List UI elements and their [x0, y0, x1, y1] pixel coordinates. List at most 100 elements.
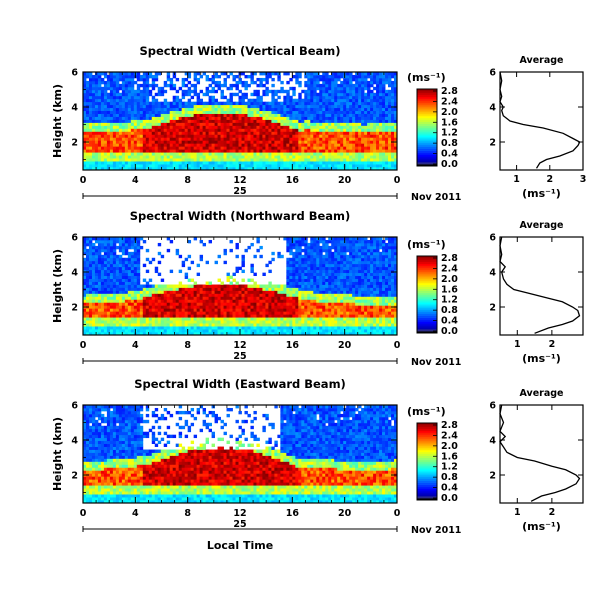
heatmap-cell	[112, 143, 117, 147]
heatmap-cell	[265, 311, 269, 315]
heatmap-cell	[289, 296, 293, 300]
heatmap-cell	[181, 167, 186, 171]
heatmap-cell	[217, 131, 221, 135]
heatmap-cell	[265, 143, 269, 147]
heatmap-cell	[382, 116, 386, 120]
heatmap-cell	[202, 134, 207, 138]
heatmap-cell	[253, 143, 257, 147]
heatmap-cell	[83, 116, 87, 120]
heatmap-cell	[304, 83, 308, 88]
heatmap-cell	[83, 125, 87, 129]
heatmap-cell	[226, 146, 230, 150]
heatmap-cell	[181, 149, 186, 153]
heatmap-cell	[88, 245, 93, 250]
heatmap-cell	[382, 152, 386, 156]
heatmap-cell	[121, 290, 126, 294]
heatmap-cell	[253, 110, 257, 114]
heatmap-cell	[367, 128, 371, 132]
heatmap-cell	[106, 284, 111, 288]
heatmap-cell	[139, 164, 144, 168]
heatmap-cell	[229, 161, 233, 165]
heatmap-cell	[367, 83, 371, 88]
heatmap-cell	[379, 74, 383, 79]
heatmap-cell	[265, 72, 269, 76]
heatmap-cell	[130, 92, 135, 97]
heatmap-cell	[124, 317, 129, 321]
heatmap-cell	[292, 251, 296, 256]
heatmap-cell	[115, 284, 120, 288]
heatmap-cell	[217, 140, 221, 144]
heatmap-cell	[214, 125, 218, 129]
heatmap-cell	[133, 242, 138, 247]
heatmap-cell	[151, 161, 156, 165]
heatmap-cell	[85, 293, 90, 297]
heatmap-cell	[331, 104, 335, 109]
heatmap-cell	[229, 116, 233, 120]
heatmap-cell	[88, 284, 93, 288]
heatmap-cell	[190, 158, 195, 162]
heatmap-cell	[232, 137, 236, 141]
heatmap-cell	[289, 101, 293, 106]
average-frame	[499, 71, 584, 171]
colorbar-tick-label: 0.4	[441, 149, 458, 160]
heatmap-cell	[133, 89, 138, 94]
heatmap-cell	[211, 326, 215, 330]
heatmap-cell	[91, 83, 96, 88]
heatmap-cell	[157, 146, 162, 150]
heatmap-cell	[100, 299, 105, 303]
heatmap-cell	[328, 104, 332, 109]
heatmap-cell	[187, 284, 192, 288]
heatmap-cell	[364, 74, 368, 79]
heatmap-cell	[121, 128, 126, 132]
heatmap-cell	[310, 77, 314, 82]
heatmap-cell	[298, 140, 302, 144]
heatmap-cell	[289, 302, 293, 306]
heatmap-cell	[247, 293, 251, 297]
heatmap-cell	[325, 164, 329, 168]
heatmap-cell	[238, 95, 242, 100]
heatmap-cell	[256, 107, 260, 112]
heatmap-cell	[83, 281, 87, 285]
heatmap-cell	[358, 146, 362, 150]
heatmap-cell	[94, 164, 99, 168]
heatmap-cell	[241, 110, 245, 114]
heatmap-cell	[190, 299, 195, 303]
heatmap-cell	[97, 269, 102, 274]
heatmap-cell	[175, 131, 180, 135]
heatmap-cell	[160, 134, 165, 138]
heatmap-cell	[193, 326, 198, 330]
heatmap-cell	[190, 134, 195, 138]
heatmap-cell	[382, 122, 386, 126]
heatmap-cell	[229, 92, 233, 97]
heatmap-cell	[304, 74, 308, 79]
heatmap-cell	[265, 131, 269, 135]
heatmap-cell	[211, 320, 215, 324]
heatmap-cell	[223, 104, 227, 109]
heatmap-cell	[388, 80, 392, 85]
heatmap-cell	[298, 137, 302, 141]
heatmap-cell	[169, 323, 174, 327]
heatmap-cell	[136, 320, 141, 324]
heatmap-cell	[262, 167, 266, 171]
heatmap-cell	[295, 281, 299, 285]
heatmap-cell	[139, 158, 144, 162]
heatmap-cell	[163, 314, 168, 318]
heatmap-cell	[178, 107, 183, 112]
heatmap-cell	[265, 293, 269, 297]
heatmap-cell	[277, 326, 281, 330]
heatmap-cell	[139, 149, 144, 153]
heatmap-cell	[184, 72, 189, 76]
heatmap-cell	[226, 320, 230, 324]
heatmap-cell	[154, 72, 159, 76]
heatmap-cell	[385, 104, 389, 109]
heatmap-cell	[376, 131, 380, 135]
heatmap-cell	[295, 155, 299, 159]
heatmap-cell	[184, 143, 189, 147]
heatmap-cell	[211, 158, 215, 162]
heatmap-cell	[307, 80, 311, 85]
heatmap-cell	[88, 122, 93, 126]
heatmap-cell	[331, 107, 335, 112]
heatmap-cell	[319, 98, 323, 103]
heatmap-cell	[313, 95, 317, 100]
heatmap-cell	[367, 98, 371, 103]
